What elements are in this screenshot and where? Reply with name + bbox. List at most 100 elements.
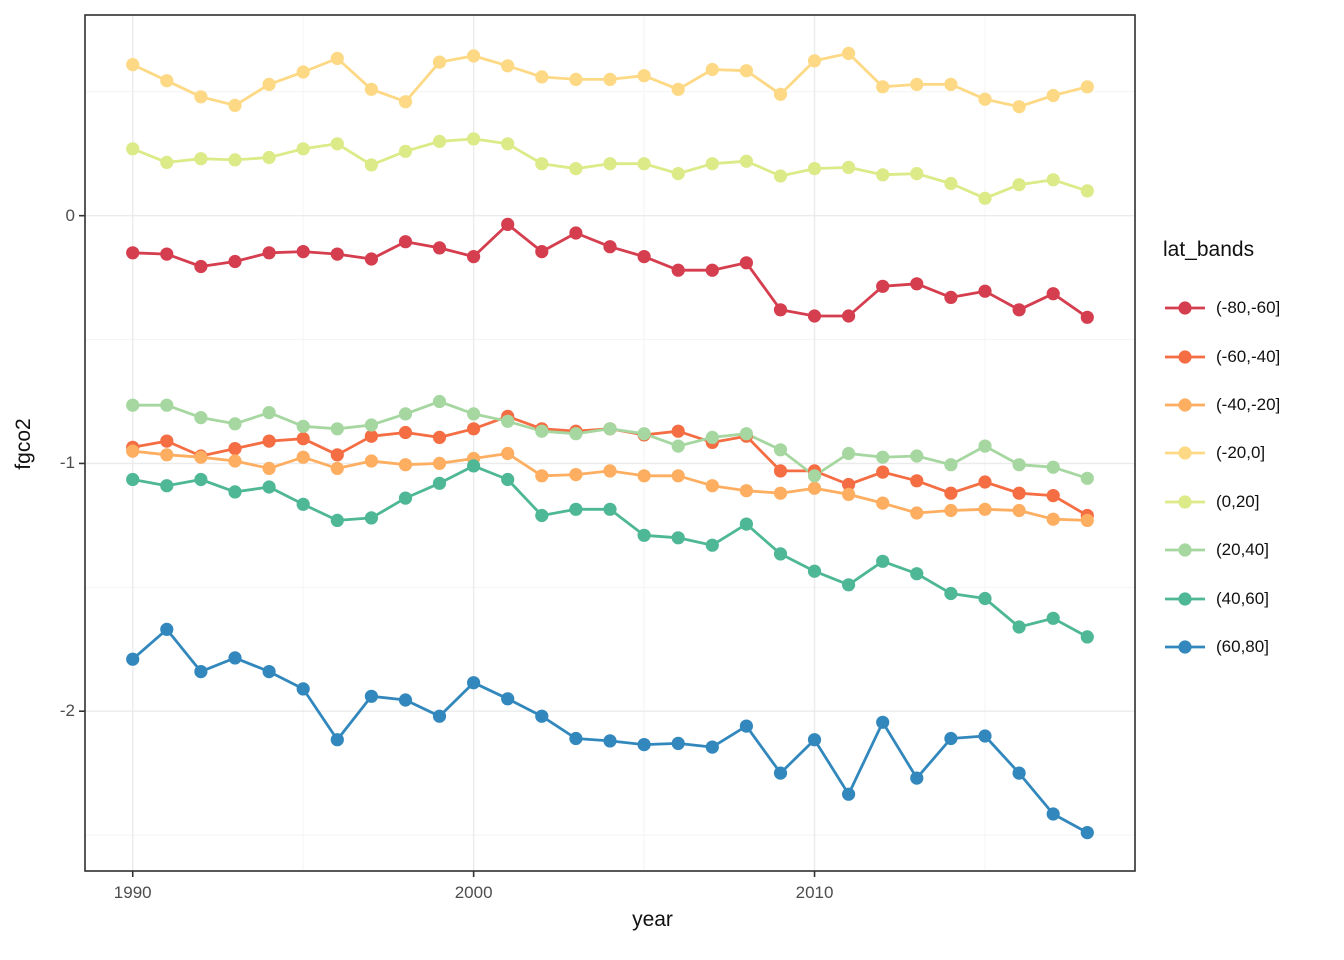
series-point-7 [1080, 826, 1094, 840]
series-point-6 [296, 497, 310, 511]
series-point-7 [876, 715, 890, 729]
series-point-7 [194, 665, 208, 679]
series-point-0 [876, 279, 890, 293]
series-point-6 [228, 485, 242, 499]
series-point-2 [773, 486, 788, 500]
series-point-3 [978, 92, 992, 106]
series-point-4 [603, 157, 617, 171]
series-point-7 [296, 682, 310, 696]
series-point-1 [910, 474, 924, 488]
series-point-1 [262, 434, 276, 448]
series-point-5 [978, 439, 992, 453]
series-point-5 [126, 398, 140, 412]
series-point-1 [296, 432, 310, 446]
series-point-3 [296, 65, 310, 79]
series-point-4 [876, 168, 890, 182]
series-point-7 [228, 651, 242, 665]
series-point-4 [671, 167, 685, 181]
x-tick-label: 1990 [113, 883, 152, 902]
series-point-6 [467, 459, 481, 473]
series-point-3 [126, 58, 140, 72]
series-point-3 [739, 64, 754, 78]
series-point-2 [1080, 513, 1094, 528]
series-point-5 [739, 427, 754, 441]
series-point-6 [330, 513, 344, 528]
series-point-0 [739, 256, 754, 270]
series-point-0 [807, 309, 822, 323]
series-point-6 [569, 502, 583, 516]
series-point-6 [126, 472, 140, 487]
series-point-1 [944, 486, 958, 500]
series-point-2 [807, 481, 822, 495]
series-point-2 [876, 496, 890, 510]
series-point-4 [262, 150, 276, 165]
legend-item-1: (-60,-40] [1161, 332, 1280, 380]
series-point-0 [1046, 287, 1060, 301]
series-point-0 [501, 217, 515, 231]
series-point-5 [637, 427, 651, 441]
series-point-2 [262, 461, 276, 475]
series-point-3 [228, 98, 242, 112]
series-point-4 [432, 134, 447, 148]
x-tick-label: 2010 [795, 883, 834, 902]
series-point-1 [160, 434, 174, 448]
series-point-5 [1046, 460, 1060, 474]
series-point-0 [296, 245, 310, 259]
series-point-3 [637, 69, 651, 83]
series-point-1 [1046, 489, 1060, 503]
series-point-2 [398, 458, 413, 472]
series-point-5 [501, 414, 515, 428]
series-point-5 [432, 394, 447, 409]
series-point-7 [330, 733, 344, 747]
series-point-6 [842, 578, 856, 592]
series-point-5 [671, 439, 685, 453]
series-point-0 [978, 284, 992, 298]
series-point-5 [398, 407, 413, 421]
series-point-2 [160, 448, 174, 462]
legend-item-7: (60,80] [1161, 623, 1280, 671]
x-tick-label: 2000 [454, 883, 493, 902]
legend-item-label: (-20,0] [1216, 443, 1266, 463]
series-point-5 [876, 450, 890, 464]
series-point-6 [773, 547, 788, 561]
series-point-5 [228, 417, 242, 431]
y-axis-title: fgco2 [12, 418, 35, 470]
series-point-7 [842, 787, 856, 801]
legend-item-4: (0,20] [1161, 478, 1280, 526]
series-point-3 [364, 82, 378, 96]
legend-items: (-80,-60] (-60,-40] (-40,-20] (-20,0] (0,20]… [1161, 284, 1280, 671]
series-point-4 [194, 152, 208, 166]
series-point-3 [603, 72, 617, 86]
series-point-3 [330, 51, 344, 65]
series-point-4 [398, 144, 413, 158]
y-tick-label: 0 [65, 205, 75, 225]
series-point-4 [773, 169, 788, 183]
series-point-3 [671, 82, 685, 96]
y-tick-label: -2 [59, 701, 75, 721]
series-point-3 [569, 72, 583, 86]
series-point-3 [1080, 80, 1094, 94]
series-point-5 [569, 427, 583, 441]
series-point-7 [807, 733, 822, 747]
series-point-7 [467, 676, 481, 690]
legend-item-0: (-80,-60] [1161, 284, 1280, 332]
series-point-2 [364, 454, 378, 468]
series-point-7 [773, 766, 788, 780]
series-point-3 [842, 46, 856, 61]
series-point-6 [1012, 620, 1026, 634]
legend-item-5: (20,40] [1161, 526, 1280, 574]
series-point-5 [262, 406, 276, 420]
series-point-3 [910, 77, 924, 91]
series-point-2 [228, 454, 242, 468]
series-point-6 [603, 502, 617, 516]
series-point-0 [126, 246, 140, 260]
series-point-1 [1012, 486, 1026, 500]
series-point-2 [739, 484, 754, 498]
series-point-3 [262, 77, 276, 91]
legend-key-icon [1165, 543, 1205, 557]
series-point-6 [160, 479, 174, 493]
series-point-5 [296, 419, 310, 433]
series-point-5 [330, 422, 344, 436]
series-point-7 [1012, 766, 1026, 780]
